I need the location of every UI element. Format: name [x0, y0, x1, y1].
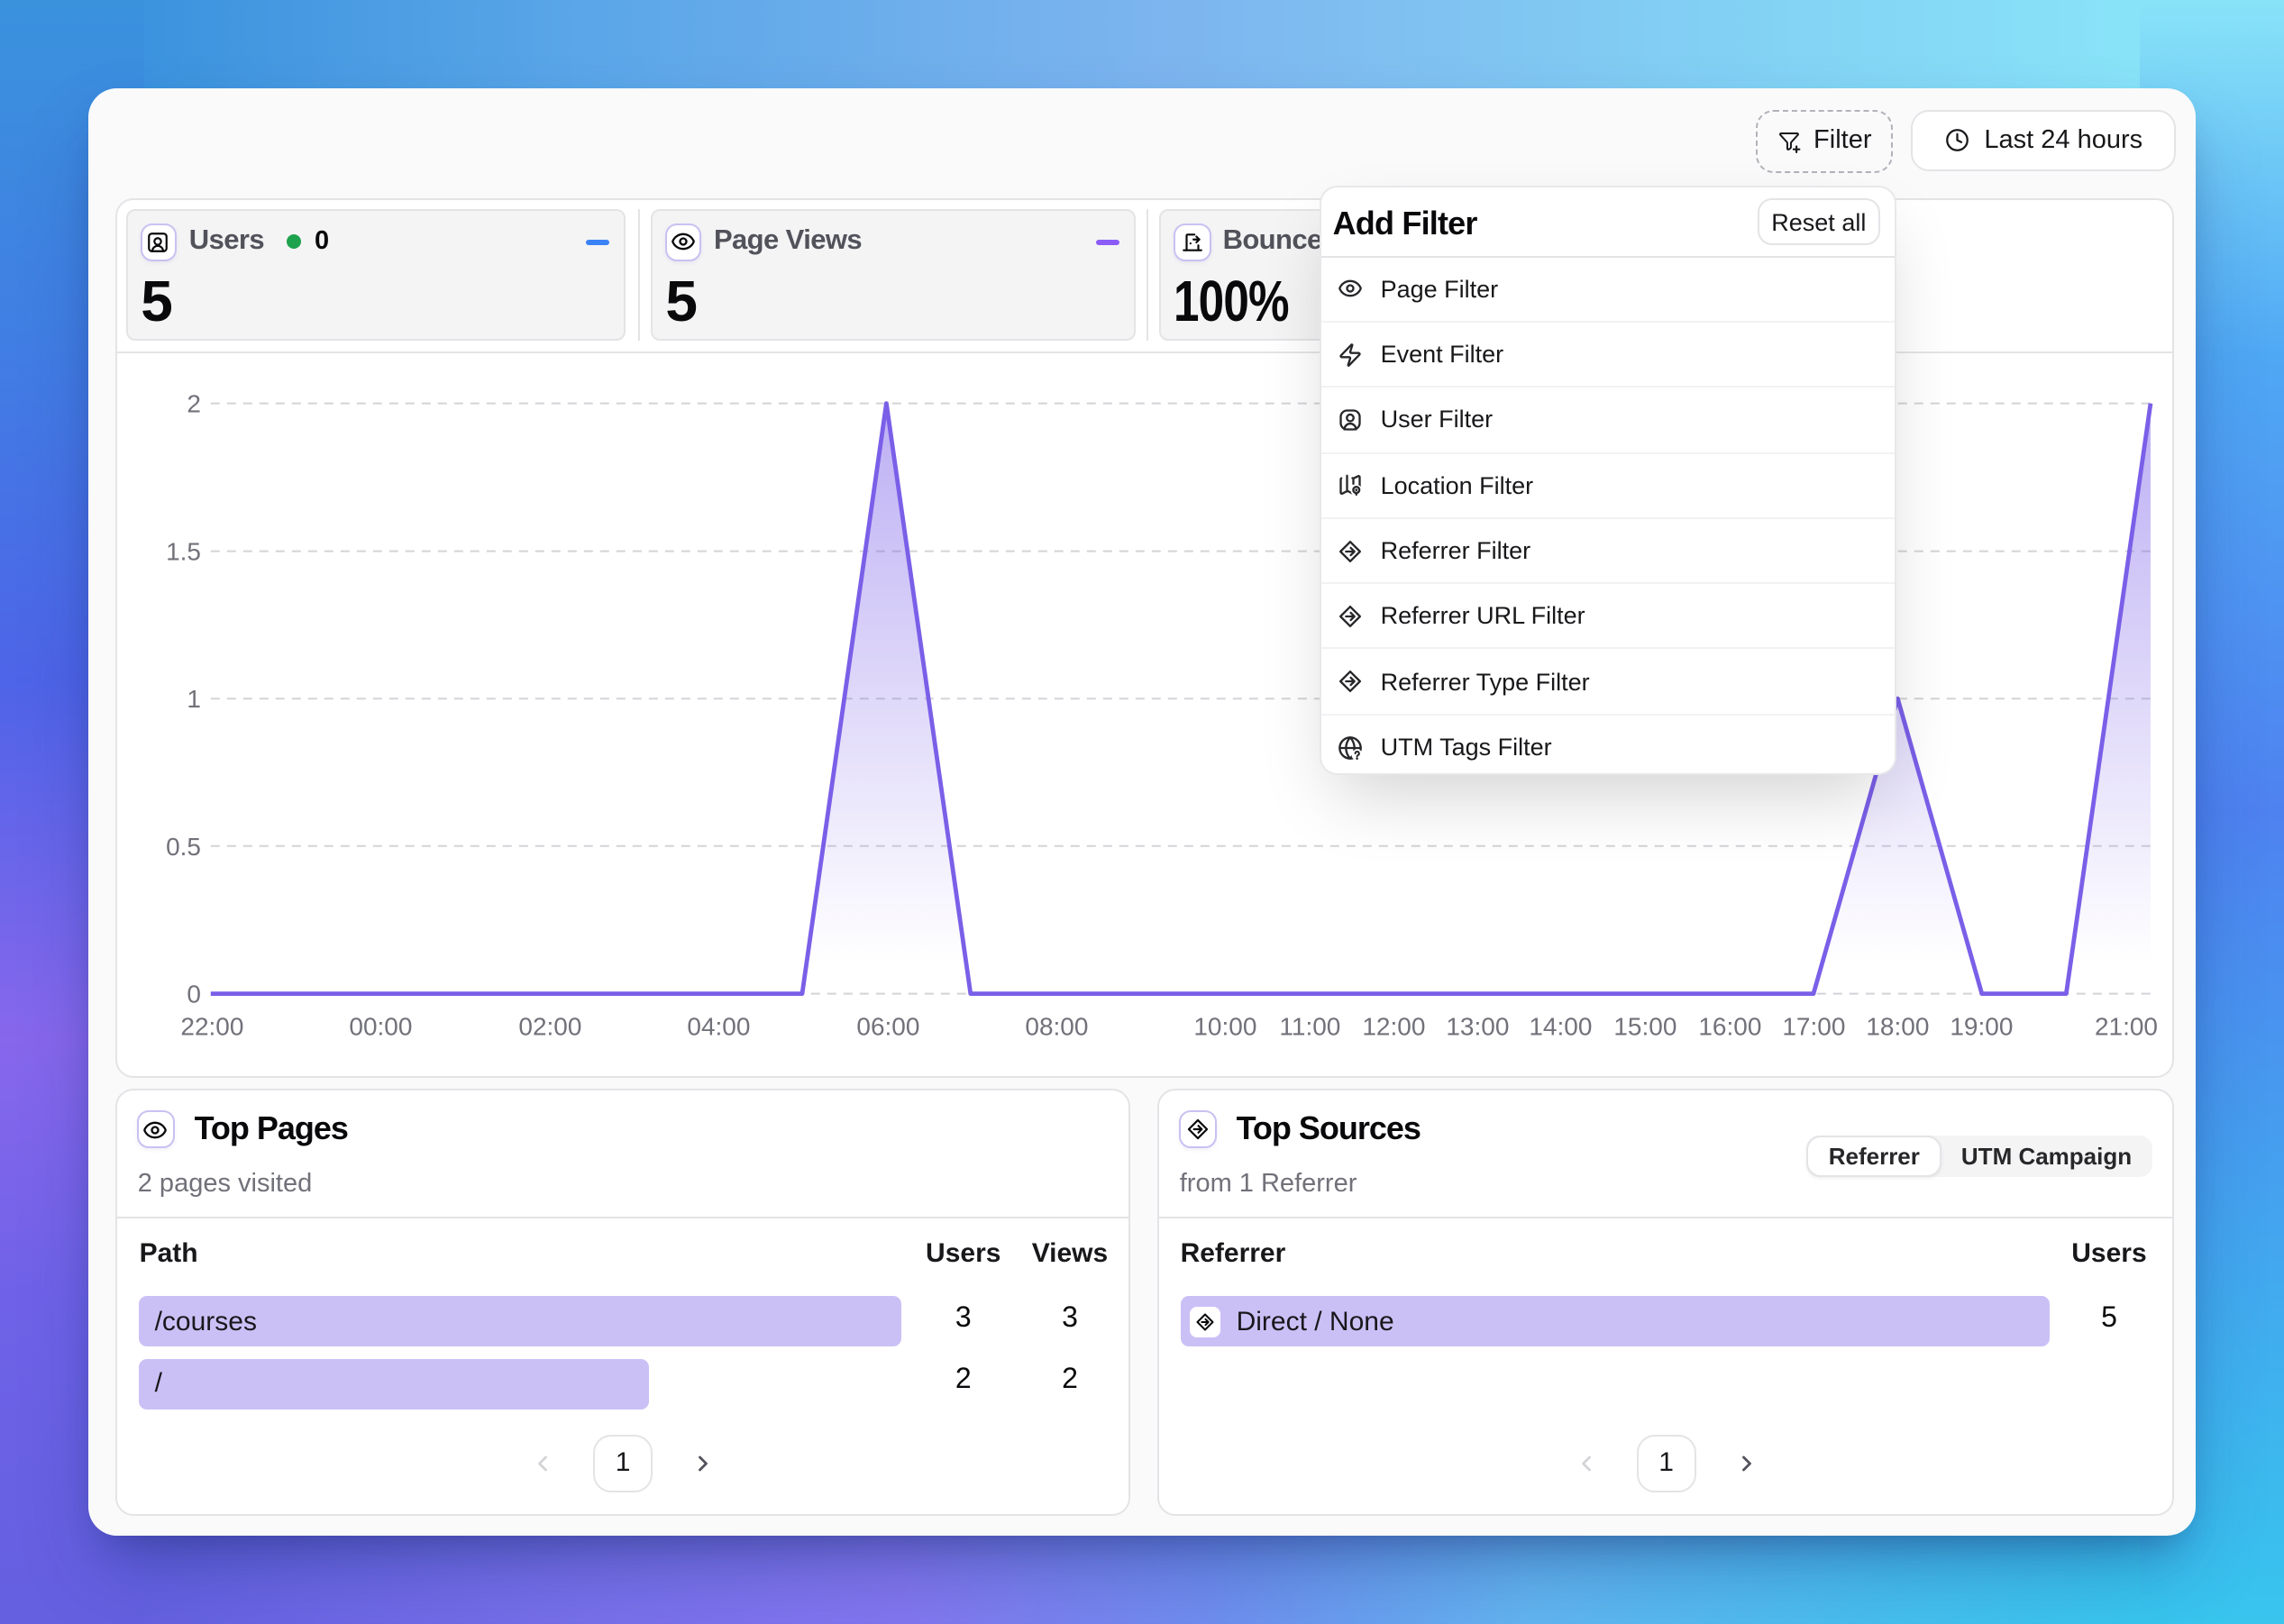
- svg-text:15:00: 15:00: [1613, 1013, 1676, 1041]
- svg-text:02:00: 02:00: [518, 1013, 581, 1041]
- svg-text:0.5: 0.5: [166, 833, 201, 861]
- svg-text:04:00: 04:00: [687, 1013, 750, 1041]
- svg-text:16:00: 16:00: [1698, 1013, 1761, 1041]
- svg-text:22:00: 22:00: [180, 1013, 243, 1041]
- svg-text:08:00: 08:00: [1025, 1013, 1088, 1041]
- svg-text:0: 0: [187, 981, 201, 1008]
- svg-text:11:00: 11:00: [1279, 1013, 1340, 1041]
- svg-text:19:00: 19:00: [1950, 1013, 2013, 1041]
- svg-text:18:00: 18:00: [1866, 1013, 1929, 1041]
- svg-text:14:00: 14:00: [1529, 1013, 1592, 1041]
- svg-text:1.5: 1.5: [166, 538, 201, 566]
- svg-text:13:00: 13:00: [1446, 1013, 1509, 1041]
- svg-text:00:00: 00:00: [349, 1013, 412, 1041]
- svg-text:06:00: 06:00: [856, 1013, 919, 1041]
- svg-text:1: 1: [187, 686, 201, 714]
- svg-text:17:00: 17:00: [1782, 1013, 1845, 1041]
- svg-text:21:00: 21:00: [2095, 1013, 2158, 1041]
- svg-text:10:00: 10:00: [1193, 1013, 1256, 1041]
- svg-text:2: 2: [187, 390, 201, 418]
- svg-text:12:00: 12:00: [1362, 1013, 1425, 1041]
